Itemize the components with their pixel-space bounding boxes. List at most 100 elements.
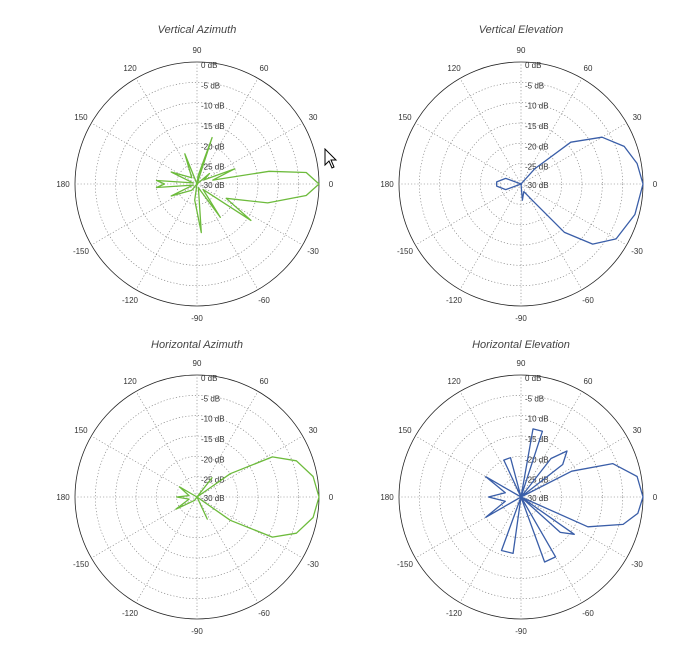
angle-tick-label: -150 <box>397 560 414 569</box>
radial-db-label: -5 dB <box>201 394 220 403</box>
grid-spoke <box>135 391 198 498</box>
angle-tick-label: 30 <box>633 113 642 122</box>
angle-tick-label: -60 <box>582 296 594 305</box>
polar-chart-2: Vertical Elevation 90 60 30 0 -30 -60 -90 -120 -1… <box>380 24 657 323</box>
center-point <box>519 495 523 499</box>
chart-title: Vertical Azimuth <box>158 24 237 36</box>
grid-spoke <box>135 183 198 290</box>
radial-db-label: -30 dB <box>525 494 549 503</box>
angle-tick-label: 150 <box>74 426 88 435</box>
radial-db-label: -25 dB <box>525 476 549 485</box>
grid-ring <box>156 456 238 538</box>
angle-tick-label: 150 <box>398 113 412 122</box>
angle-tick-label: 120 <box>123 377 137 386</box>
grid-ring <box>95 82 299 286</box>
radial-db-label: -15 dB <box>201 122 225 131</box>
angle-tick-label: 180 <box>380 493 394 502</box>
center-point <box>195 182 199 186</box>
grid-spoke <box>415 122 522 185</box>
angle-tick-label: 90 <box>517 359 526 368</box>
radial-db-label: 0 dB <box>525 61 541 70</box>
grid-spoke <box>196 183 303 246</box>
chart-title: Horizontal Azimuth <box>151 339 243 351</box>
angle-tick-label: 120 <box>447 64 461 73</box>
grid-spoke <box>520 435 627 498</box>
angle-tick-label: 180 <box>56 493 70 502</box>
angle-tick-label: -30 <box>631 560 643 569</box>
grid-spoke <box>135 78 198 185</box>
radial-db-label: 0 dB <box>201 61 217 70</box>
grid-ring <box>480 456 562 538</box>
radial-db-label: -20 dB <box>525 142 549 151</box>
radial-db-label: -25 dB <box>201 163 225 172</box>
radial-db-label: -20 dB <box>201 455 225 464</box>
grid-spoke <box>520 122 627 185</box>
radial-db-label: -15 dB <box>525 435 549 444</box>
angle-tick-label: -90 <box>515 314 527 323</box>
angle-tick-label: 30 <box>633 426 642 435</box>
angle-tick-label: -150 <box>73 560 90 569</box>
radial-db-label: -20 dB <box>525 455 549 464</box>
grid-spoke <box>415 183 522 246</box>
radial-db-label: -5 dB <box>201 81 220 90</box>
radial-db-label: 0 dB <box>201 374 217 383</box>
grid-spoke <box>520 183 627 246</box>
radial-db-label: -10 dB <box>201 415 225 424</box>
grid-spoke <box>459 183 522 290</box>
angle-tick-label: 60 <box>584 377 593 386</box>
angle-tick-label: -60 <box>258 609 270 618</box>
angle-tick-label: -30 <box>307 560 319 569</box>
grid-spoke <box>196 122 303 185</box>
angle-tick-label: 0 <box>329 493 334 502</box>
grid-ring <box>419 82 623 286</box>
angle-tick-label: 120 <box>447 377 461 386</box>
angle-tick-label: 90 <box>517 46 526 55</box>
grid-ring <box>156 143 238 225</box>
grid-ring <box>95 395 299 599</box>
radiation-pattern-trace <box>175 456 320 538</box>
angle-tick-label: 0 <box>653 180 658 189</box>
angle-tick-label: 150 <box>398 426 412 435</box>
angle-tick-label: 90 <box>193 359 202 368</box>
chart-title: Horizontal Elevation <box>472 339 570 351</box>
angle-tick-label: 60 <box>260 64 269 73</box>
angle-tick-label: -90 <box>515 627 527 636</box>
radial-db-label: -10 dB <box>201 102 225 111</box>
radial-db-label: -30 dB <box>525 181 549 190</box>
angle-tick-label: 60 <box>584 64 593 73</box>
polar-chart-4: Horizontal Elevation 90 60 30 0 -30 -60 -90 -120… <box>380 339 657 636</box>
angle-tick-label: 180 <box>56 180 70 189</box>
radiation-pattern-trace <box>155 136 320 234</box>
radial-db-label: -20 dB <box>201 142 225 151</box>
grid-spoke <box>459 391 522 498</box>
polar-chart-1: Vertical Azimuth 90 60 30 0 -30 -60 -90 -120 -150… <box>56 24 333 323</box>
grid-spoke <box>459 78 522 185</box>
angle-tick-label: -120 <box>446 609 463 618</box>
radial-db-label: -5 dB <box>525 394 544 403</box>
grid-ring <box>480 143 562 225</box>
grid-spoke <box>196 183 259 290</box>
center-point <box>519 182 523 186</box>
radial-db-label: -10 dB <box>525 102 549 111</box>
angle-tick-label: -30 <box>631 247 643 256</box>
angle-tick-label: 0 <box>329 180 334 189</box>
radial-db-label: 0 dB <box>525 374 541 383</box>
grid-ring <box>439 415 603 579</box>
radial-db-label: -30 dB <box>201 181 225 190</box>
angle-tick-label: 90 <box>193 46 202 55</box>
chart-title: Vertical Elevation <box>479 24 564 36</box>
polar-chart-3: Horizontal Azimuth 90 60 30 0 -30 -60 -90 -120 -1… <box>56 339 333 636</box>
angle-tick-label: -90 <box>191 627 203 636</box>
angle-tick-label: -30 <box>307 247 319 256</box>
angle-tick-label: -60 <box>258 296 270 305</box>
angle-tick-label: -150 <box>73 247 90 256</box>
grid-spoke <box>520 78 583 185</box>
mouse-cursor-icon <box>324 148 338 169</box>
radial-db-label: -5 dB <box>525 81 544 90</box>
grid-spoke <box>196 78 259 185</box>
grid-spoke <box>520 496 627 559</box>
angle-tick-label: 120 <box>123 64 137 73</box>
grid-spoke <box>459 496 522 603</box>
angle-tick-label: -90 <box>191 314 203 323</box>
radiation-pattern-trace <box>485 428 644 563</box>
